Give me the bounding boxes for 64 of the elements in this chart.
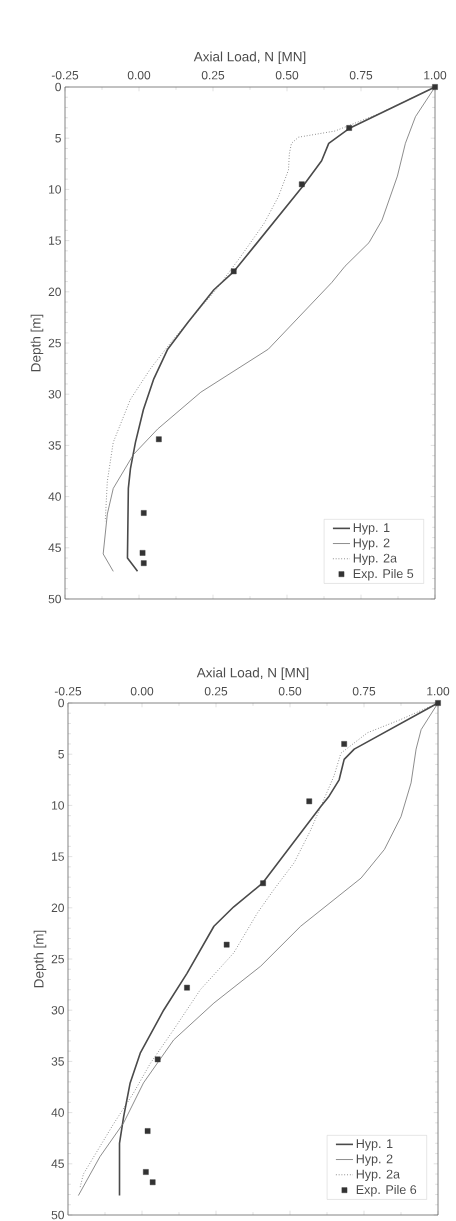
y-tick-label: 15	[49, 236, 61, 245]
point	[140, 560, 147, 566]
y-tick-label: 0	[58, 698, 64, 708]
y-tick-label: 15	[52, 852, 64, 861]
x-axis-title: Axial Load, N [MN]	[196, 667, 309, 681]
y-tick-label: 30	[48, 389, 61, 399]
point	[144, 1128, 151, 1134]
y-axis-title: Depth [m]	[30, 314, 44, 372]
legend-label: Hyp. 1	[356, 1139, 393, 1151]
point	[432, 84, 438, 90]
legend-label: Exp. Pile 6	[356, 1184, 417, 1197]
y-tick-label: 35	[51, 1057, 64, 1066]
x-tick-label: 0.50	[278, 686, 302, 696]
point	[149, 1179, 156, 1186]
x-tick-label: -0.25	[51, 70, 79, 80]
y-tick-label: 20	[48, 287, 61, 297]
x-tick-label: 0.75	[352, 686, 376, 696]
x-tick-label: 0.00	[127, 70, 151, 80]
legend-label: Hyp. 2	[353, 538, 390, 550]
y-tick-label: 0	[55, 82, 61, 92]
legend-label: Hyp. 1	[353, 523, 390, 535]
legend-label: Hyp. 2a	[356, 1169, 401, 1181]
y-tick-label: 40	[51, 1108, 64, 1117]
point	[306, 798, 313, 805]
x-tick-label: -0.25	[54, 686, 82, 696]
point	[341, 741, 347, 747]
y-tick-label: 10	[52, 801, 64, 810]
x-tick-label: 0.50	[275, 70, 299, 80]
legend-label: Exp. Pile 5	[353, 568, 414, 581]
y-tick-label: 25	[48, 338, 61, 348]
y-tick-label: 10	[49, 185, 61, 194]
point	[139, 550, 146, 556]
x-tick-label: 0.25	[201, 70, 225, 80]
point	[223, 941, 230, 948]
y-tick-label: 5	[55, 134, 61, 143]
point	[184, 984, 190, 991]
x-tick-label: 1.00	[424, 70, 447, 80]
x-tick-label: 0.75	[349, 70, 373, 80]
x-tick-label: 1.00	[427, 686, 450, 696]
y-tick-label: 45	[48, 543, 61, 552]
y-axis-title: Depth [m]	[33, 930, 47, 988]
point	[260, 880, 266, 887]
point	[156, 436, 162, 443]
y-tick-label: 20	[51, 903, 64, 913]
point	[143, 1169, 149, 1175]
y-tick-label: 30	[51, 1005, 64, 1015]
point	[435, 700, 441, 706]
y-tick-label: 5	[58, 750, 64, 759]
point	[230, 268, 237, 275]
point	[346, 125, 352, 131]
point	[140, 510, 147, 516]
x-tick-label: 0.00	[130, 686, 154, 696]
y-tick-label: 35	[48, 441, 61, 450]
point	[299, 181, 305, 188]
point	[154, 1056, 161, 1063]
x-axis-title: Axial Load, N [MN]	[193, 51, 306, 65]
y-tick-label: 50	[51, 1210, 64, 1220]
y-tick-label: 40	[48, 492, 61, 501]
y-tick-label: 25	[51, 954, 64, 964]
legend-label: Hyp. 2	[356, 1154, 393, 1166]
x-tick-label: 0.25	[204, 686, 228, 696]
y-tick-label: 45	[51, 1159, 64, 1168]
legend-label: Hyp. 2a	[353, 553, 398, 565]
y-tick-label: 50	[48, 594, 61, 604]
